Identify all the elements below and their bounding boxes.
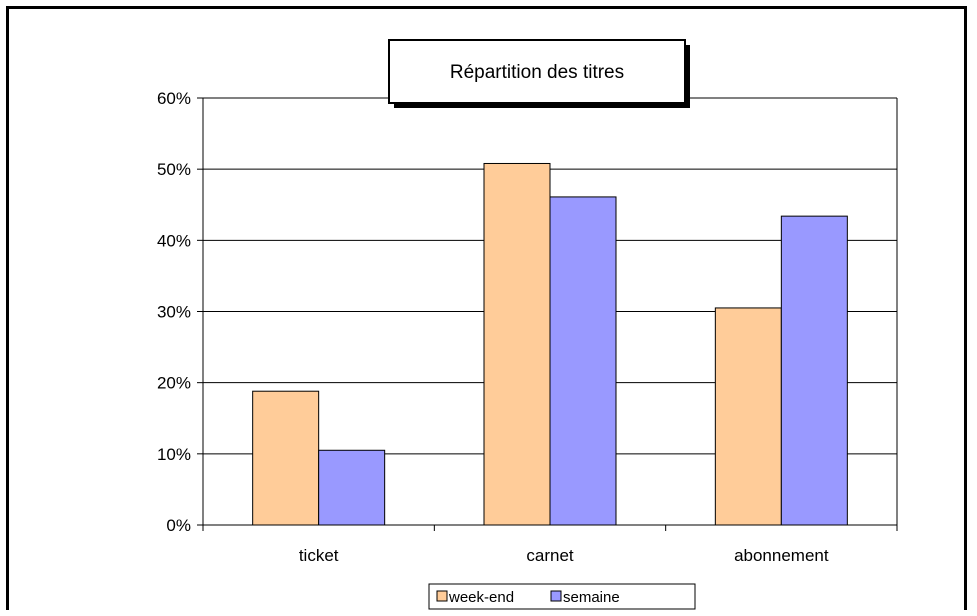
x-tick-label: abonnement bbox=[734, 546, 829, 565]
bar-week-end-carnet bbox=[483, 162, 551, 526]
x-tick-label: carnet bbox=[526, 546, 574, 565]
y-tick-label: 60% bbox=[157, 89, 191, 108]
y-tick-labels: 0% 10% 20% 30% 40% 50% 60% bbox=[157, 89, 191, 535]
y-tick-label: 20% bbox=[157, 374, 191, 393]
bars bbox=[252, 162, 848, 526]
bar-week-end-ticket bbox=[252, 390, 320, 526]
chart-frame bbox=[6, 6, 967, 610]
chart-title-box: Répartition des titres bbox=[388, 39, 690, 108]
y-tick-label: 30% bbox=[157, 303, 191, 322]
y-tick-label: 50% bbox=[157, 160, 191, 179]
bar-semaine-abonnement bbox=[780, 215, 848, 526]
chart-title: Répartition des titres bbox=[450, 62, 624, 83]
bar-semaine-ticket bbox=[318, 449, 386, 526]
axes bbox=[197, 97, 898, 531]
legend-swatch bbox=[436, 590, 448, 602]
legend-label: semaine bbox=[563, 589, 620, 606]
legend-swatch bbox=[550, 590, 562, 602]
y-tick-label: 10% bbox=[157, 445, 191, 464]
bar-semaine-carnet bbox=[549, 196, 617, 526]
legend-label: week-end bbox=[448, 589, 514, 606]
y-tick-label: 0% bbox=[166, 516, 191, 535]
x-tick-label: ticket bbox=[299, 546, 339, 565]
bar-week-end-abonnement bbox=[714, 307, 782, 526]
legend: week-end semaine bbox=[428, 583, 696, 610]
y-tick-label: 40% bbox=[157, 231, 191, 250]
x-tick-labels: ticket carnet abonnement bbox=[299, 546, 829, 565]
